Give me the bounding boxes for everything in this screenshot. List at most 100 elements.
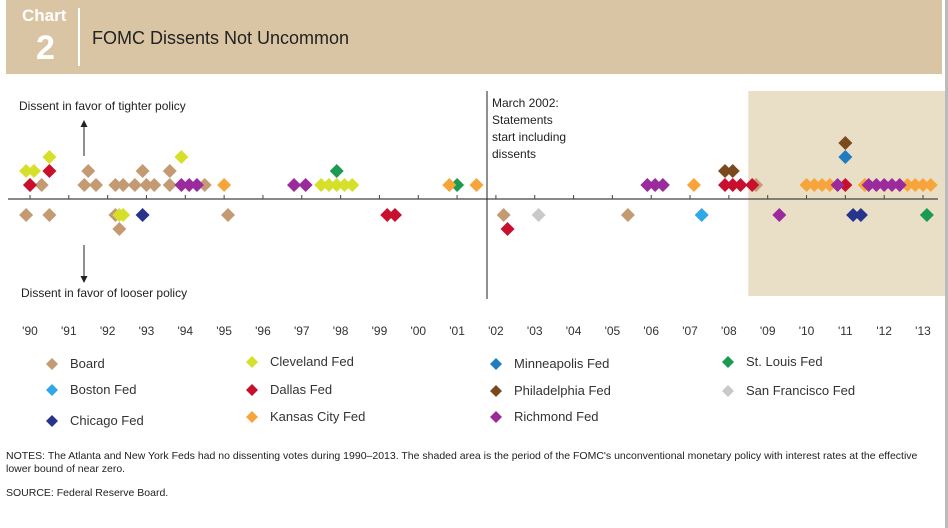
dissent-marker: [329, 164, 344, 178]
dissent-marker: [42, 164, 57, 178]
x-tick-label: '94: [177, 324, 193, 338]
legend-item-stlouis: St. Louis Fed: [722, 354, 823, 369]
x-tick-label: '06: [643, 324, 659, 338]
dissent-marker: [531, 208, 546, 222]
dissent-marker: [745, 178, 760, 192]
chart-number: 2: [36, 29, 55, 67]
march-2002-annotation: dissents: [492, 147, 536, 161]
dissent-marker: [81, 164, 96, 178]
dissent-marker: [182, 178, 197, 192]
dissent-marker: [807, 178, 822, 192]
x-tick-label: '09: [760, 324, 776, 338]
dissent-marker: [34, 178, 49, 192]
dissent-marker: [655, 178, 670, 192]
legend-label: Chicago Fed: [70, 413, 144, 428]
legend-item-board: Board: [46, 356, 105, 371]
dissent-marker: [116, 208, 131, 222]
legend-label: St. Louis Fed: [746, 354, 823, 369]
x-tick-label: '11: [838, 324, 853, 338]
dissent-marker: [733, 178, 748, 192]
dissent-marker: [830, 178, 845, 192]
x-tick-label: '04: [566, 324, 582, 338]
dissent-marker: [442, 178, 457, 192]
dissent-marker: [314, 178, 329, 192]
legend: Board Cleveland Fed Minneapolis Fed St. …: [0, 350, 948, 440]
x-tick-label: '91: [61, 324, 77, 338]
dissent-marker: [500, 222, 515, 236]
legend-label: Boston Fed: [70, 382, 137, 397]
legend-label: San Francisco Fed: [746, 383, 856, 398]
dissent-marker: [923, 178, 938, 192]
dissent-marker: [116, 178, 131, 192]
dissent-marker: [908, 178, 923, 192]
diamond-icon: [722, 355, 734, 368]
dissent-marker: [838, 136, 853, 150]
dissent-marker: [221, 208, 236, 222]
dissent-marker: [846, 208, 861, 222]
dissent-marker: [686, 178, 701, 192]
x-tick-label: '01: [449, 324, 465, 338]
diamond-icon: [490, 410, 502, 423]
dissent-marker: [725, 164, 740, 178]
dissent-marker: [298, 178, 313, 192]
march-2002-annotation: start including: [492, 130, 566, 144]
legend-item-boston: Boston Fed: [46, 382, 137, 397]
diamond-icon: [246, 383, 258, 396]
dissent-marker: [469, 178, 484, 192]
dissent-marker: [287, 178, 302, 192]
dissent-marker: [900, 178, 915, 192]
dissent-marker: [197, 178, 212, 192]
header-divider: [78, 8, 80, 66]
legend-item-dallas: Dallas Fed: [246, 382, 332, 397]
march-2002-annotation: March 2002:: [492, 96, 559, 110]
dissent-marker: [162, 164, 177, 178]
page-edge: [945, 0, 948, 528]
dissent-marker: [861, 178, 876, 192]
dissent-marker: [135, 164, 150, 178]
legend-label: Kansas City Fed: [270, 409, 366, 424]
dissent-marker: [19, 208, 34, 222]
legend-item-philadelphia: Philadelphia Fed: [490, 383, 611, 398]
dissent-marker: [19, 164, 34, 178]
dissent-marker: [853, 208, 868, 222]
looser-policy-label: Dissent in favor of looser policy: [21, 286, 187, 300]
dissent-marker: [717, 178, 732, 192]
dissent-chart: '90 '91 '92 '93 '94 '95 '96 '97 '98 '99 '00 '01 '02 '…: [8, 91, 945, 338]
x-tick-label: '95: [216, 324, 232, 338]
dissent-marker: [717, 164, 732, 178]
dissent-marker: [321, 178, 336, 192]
legend-item-chicago: Chicago Fed: [46, 413, 144, 428]
dissent-marker: [174, 178, 189, 192]
dissent-marker: [337, 178, 352, 192]
arrow-down-icon: [80, 276, 88, 283]
dissent-marker: [23, 178, 37, 192]
dissent-marker: [725, 178, 740, 192]
legend-label: Cleveland Fed: [270, 354, 354, 369]
dissent-marker: [42, 208, 57, 222]
dissent-marker: [877, 178, 892, 192]
diamond-icon: [246, 355, 258, 368]
x-tick-label: '08: [721, 324, 737, 338]
diamond-icon: [490, 384, 502, 397]
dissent-marker: [496, 208, 511, 222]
dissent-marker: [147, 178, 162, 192]
dissent-marker: [135, 208, 150, 222]
dissent-marker: [916, 178, 930, 192]
diamond-icon: [490, 357, 502, 370]
dissent-marker: [919, 208, 934, 222]
dissent-marker: [772, 208, 787, 222]
x-tick-label: '96: [255, 324, 271, 338]
dissent-marker: [380, 208, 395, 222]
dissent-marker: [815, 178, 830, 192]
dissent-marker: [189, 178, 204, 192]
dissent-marker: [108, 178, 123, 192]
shaded-period: [748, 91, 945, 296]
dissent-marker: [694, 208, 709, 222]
dissent-marker: [77, 178, 92, 192]
dissent-marker: [174, 150, 189, 164]
dissent-marker: [42, 150, 57, 164]
legend-label: Board: [70, 356, 105, 371]
arrow-up-icon: [80, 120, 88, 127]
dissent-marker: [89, 178, 104, 192]
x-tick-label: '02: [488, 324, 504, 338]
